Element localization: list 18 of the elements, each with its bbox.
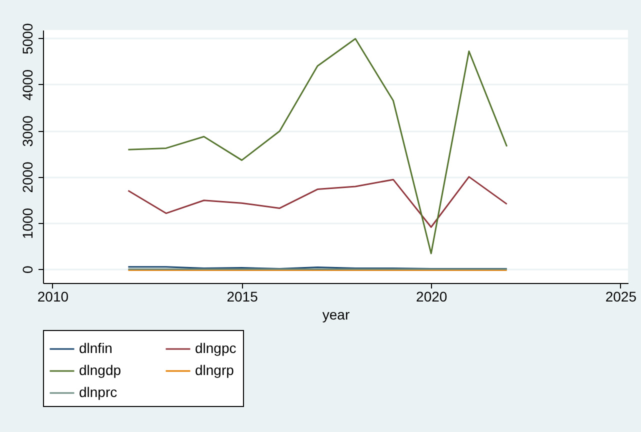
legend-label: dlngdp	[79, 362, 122, 378]
line-series	[127, 38, 508, 254]
legend-label: dlngrp	[195, 362, 234, 378]
x-tick-label: 2025	[605, 288, 637, 304]
line-series	[127, 176, 508, 228]
legend-label: dlngpc	[195, 340, 236, 356]
y-tick-label: 5000	[20, 23, 36, 54]
x-tick-label: 2010	[37, 288, 69, 304]
legend-label: dlnfin	[79, 340, 112, 356]
y-tick-label: 3000	[20, 115, 36, 147]
x-tick-label: 2015	[226, 288, 258, 304]
x-axis-title: year	[322, 306, 350, 322]
y-tick-label: 4000	[20, 69, 36, 101]
legend-label: dlnprc	[79, 384, 118, 400]
y-tick-label: 0	[20, 266, 36, 274]
y-tick-label: 2000	[20, 162, 36, 193]
y-tick-label: 1000	[20, 208, 36, 240]
x-tick-label: 2020	[416, 288, 448, 304]
